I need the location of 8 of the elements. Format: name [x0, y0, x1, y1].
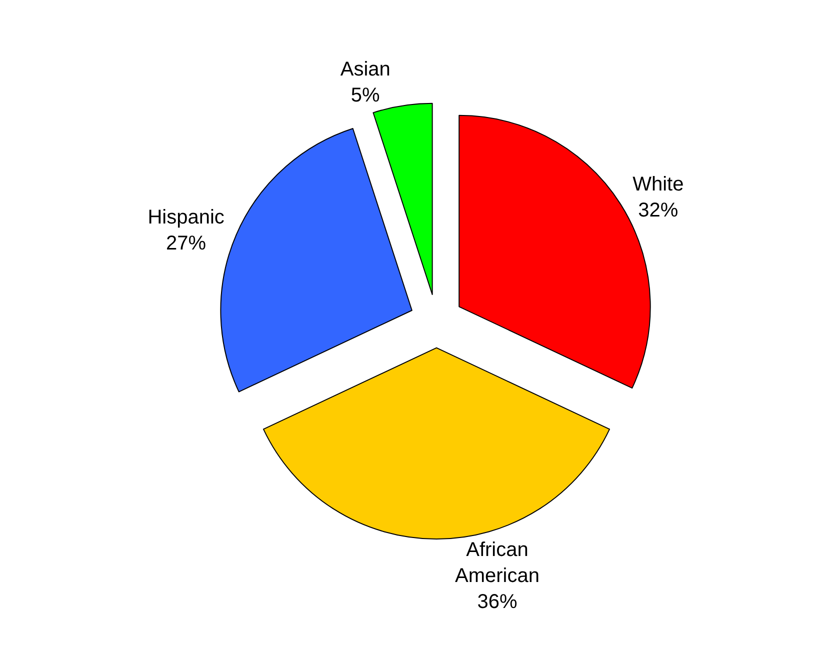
slice-label: Hispanic [148, 206, 224, 229]
data-label: 5% [350, 84, 380, 106]
data-label: 27% [166, 232, 206, 255]
data-label: 32% [638, 199, 678, 222]
slice-label: White [632, 173, 684, 196]
slice-label: Asian [340, 58, 390, 80]
slice-label: African American [455, 539, 540, 587]
data-label: 36% [477, 591, 518, 613]
